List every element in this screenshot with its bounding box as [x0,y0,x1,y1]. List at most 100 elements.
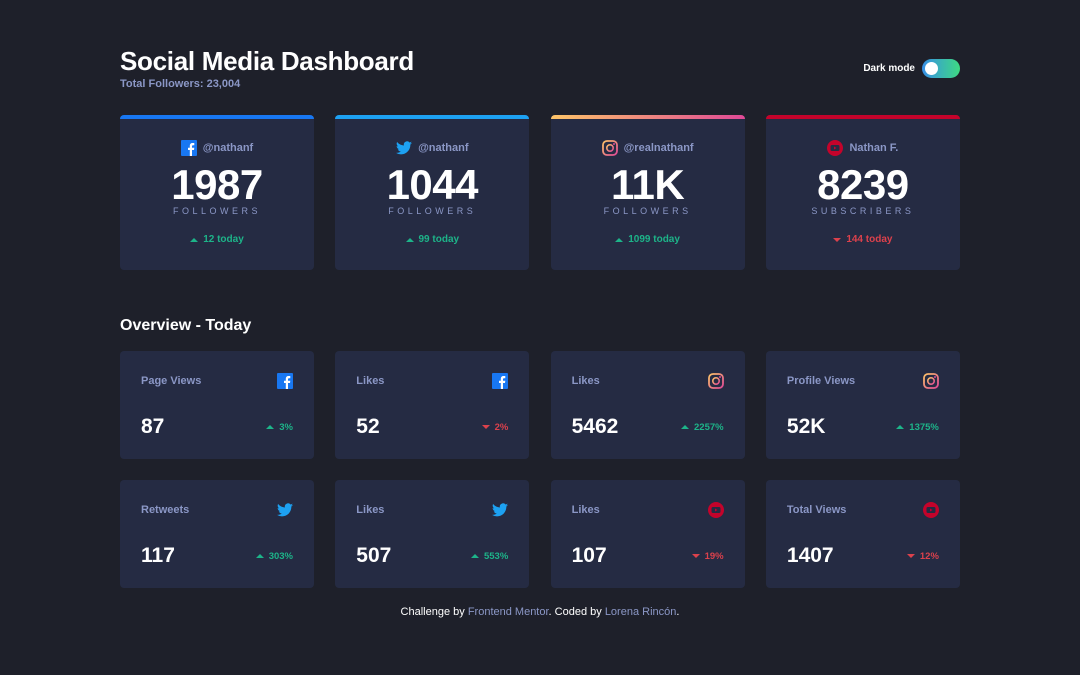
handle: @nathanf [120,139,314,157]
card-accent-bar [335,115,530,119]
metric-change: 2257% [681,422,724,433]
card-accent-bar [550,115,745,119]
overview-card[interactable]: Retweets 117 303% [120,480,314,588]
dark-mode-control: Dark mode [863,59,960,78]
follower-unit: SUBSCRIBERS [811,206,915,216]
arrow-up-icon [470,554,479,558]
overview-card[interactable]: Likes 507 553% [335,480,530,588]
handle-text: Nathan F. [849,142,899,154]
follower-unit: FOLLOWERS [172,206,261,216]
metric-change: 12% [906,550,939,562]
facebook-icon [492,373,509,389]
today-change: 144 today [766,234,960,245]
facebook-icon [277,373,293,389]
metric-value: 5462 [571,415,619,438]
metric-value: 107 [571,544,607,567]
arrow-up-icon [255,554,264,558]
metric-change: 1375% [896,422,939,433]
metric-change: 303% [255,551,293,562]
handle: Nathan F. [766,139,960,157]
follower-count: 8239 [817,161,909,208]
today-change: 1099 today [551,234,745,245]
metric-percent: 2257% [694,421,724,433]
metric-value: 117 [141,544,175,567]
arrow-down-icon [833,237,842,242]
footer-text: . Coded by [548,606,605,618]
metric-label: Likes [356,504,385,516]
metric-label: Likes [571,375,600,387]
follower-count: 1987 [171,161,263,208]
instagram-icon [707,373,724,389]
arrow-down-icon [906,554,915,558]
today-text: 1099 today [628,234,680,245]
toggle-knob [925,62,938,75]
metric-percent: 2% [494,421,509,433]
arrow-up-icon [405,237,414,242]
header: Social Media Dashboard Total Followers: … [120,46,960,115]
today-text: 144 today [846,234,893,245]
facebook-icon [180,140,197,156]
card-accent-bar [765,115,960,119]
metric-label: Retweets [141,504,190,516]
metric-value: 52K [786,415,826,438]
overview-card[interactable]: Profile Views 52K 1375% [765,351,960,459]
overview-card[interactable]: Likes 5462 2257% [550,351,745,459]
today-change: 12 today [120,234,314,245]
author-link[interactable]: Lorena Rincón [604,606,677,618]
metric-label: Profile Views [786,375,856,387]
follower-cards: @nathanf 1987 FOLLOWERS 12 today @nathan… [120,115,960,270]
arrow-up-icon [190,237,199,242]
page-title: Social Media Dashboard [120,46,414,76]
overview-card[interactable]: Likes 52 2% [335,351,530,459]
total-followers: Total Followers: 23,004 [120,78,241,90]
metric-change: 3% [266,422,293,433]
handle-text: @nathanf [202,142,254,154]
follower-card-instagram[interactable]: @realnathanf 11K FOLLOWERS 1099 today [550,115,745,270]
arrow-down-icon [481,425,490,429]
arrow-down-icon [691,554,700,558]
metric-change: 553% [470,550,509,562]
youtube-icon [707,502,724,518]
follower-card-facebook[interactable]: @nathanf 1987 FOLLOWERS 12 today [120,115,314,270]
arrow-up-icon [896,425,905,429]
metric-change: 2% [481,421,509,433]
today-text: 12 today [203,234,244,245]
dark-mode-toggle[interactable] [922,59,960,78]
twitter-icon [492,502,509,518]
handle: @nathanf [335,139,529,157]
overview-card[interactable]: Likes 107 19% [550,480,745,588]
instagram-icon [922,373,939,389]
metric-change: 19% [691,550,724,562]
handle-text: @realnathanf [623,142,694,154]
follower-unit: FOLLOWERS [603,206,692,216]
handle-text: @nathanf [418,142,469,154]
today-change: 99 today [335,234,529,245]
follower-count: 1044 [386,161,479,208]
youtube-icon [827,140,844,156]
follower-card-twitter[interactable]: @nathanf 1044 FOLLOWERS 99 today [335,115,530,270]
metric-label: Likes [571,504,600,516]
today-text: 99 today [418,234,460,245]
dark-mode-label: Dark mode [863,63,915,74]
twitter-icon [396,140,413,156]
footer-text: Challenge by [400,606,468,618]
overview-title: Overview - Today [120,317,252,334]
follower-unit: FOLLOWERS [388,206,477,216]
overview-card[interactable]: Total Views 1407 12% [765,480,960,588]
metric-percent: 3% [279,421,293,433]
overview-card[interactable]: Page Views 87 3% [120,351,314,459]
metric-percent: 12% [919,550,939,562]
frontend-mentor-link[interactable]: Frontend Mentor [467,606,549,618]
metric-percent: 553% [483,550,509,562]
metric-value: 1407 [786,544,834,567]
youtube-icon [922,502,939,518]
arrow-up-icon [681,425,689,429]
arrow-up-icon [266,425,275,429]
card-accent-bar [120,115,314,119]
metric-value: 507 [356,544,392,567]
metric-label: Page Views [141,375,202,387]
follower-card-youtube[interactable]: Nathan F. 8239 SUBSCRIBERS 144 today [765,115,960,270]
overview-cards: Page Views 87 3% Likes 52 2% Likes 5462 225… [120,351,960,588]
follower-count: 11K [610,161,685,208]
metric-percent: 19% [704,550,724,562]
